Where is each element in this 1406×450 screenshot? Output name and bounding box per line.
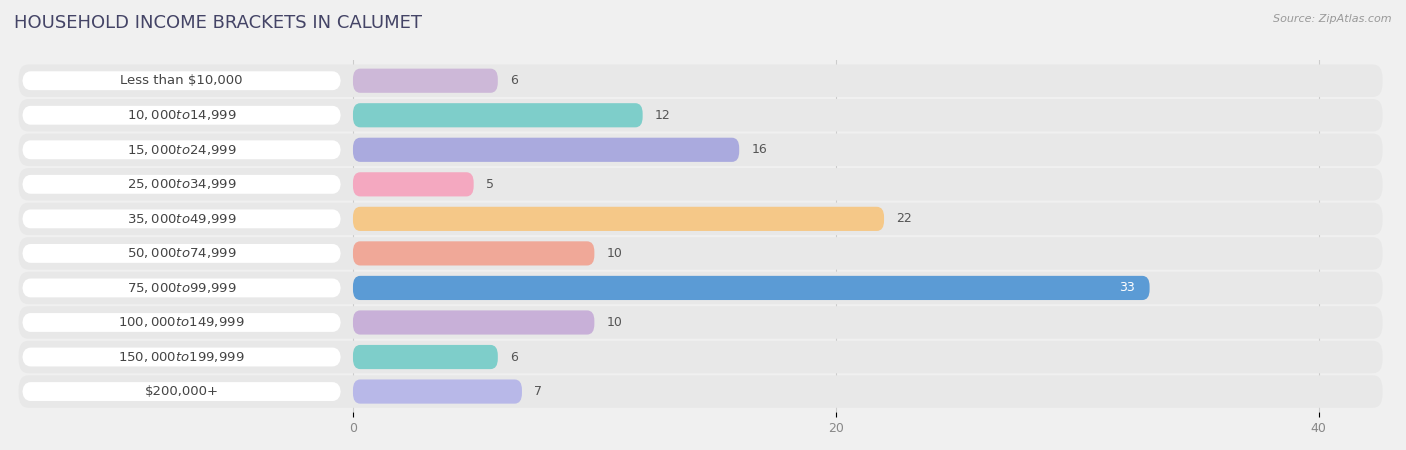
FancyBboxPatch shape (22, 347, 340, 366)
FancyBboxPatch shape (18, 64, 1382, 97)
Text: 6: 6 (510, 351, 517, 364)
FancyBboxPatch shape (22, 106, 340, 125)
Text: $10,000 to $14,999: $10,000 to $14,999 (127, 108, 236, 122)
FancyBboxPatch shape (18, 306, 1382, 339)
Text: 10: 10 (606, 247, 623, 260)
FancyBboxPatch shape (353, 103, 643, 127)
FancyBboxPatch shape (22, 175, 340, 194)
Text: $35,000 to $49,999: $35,000 to $49,999 (127, 212, 236, 226)
FancyBboxPatch shape (18, 237, 1382, 270)
FancyBboxPatch shape (18, 99, 1382, 131)
Text: $75,000 to $99,999: $75,000 to $99,999 (127, 281, 236, 295)
Text: 22: 22 (896, 212, 912, 225)
FancyBboxPatch shape (18, 168, 1382, 201)
Text: 16: 16 (751, 143, 768, 156)
Text: 10: 10 (606, 316, 623, 329)
FancyBboxPatch shape (18, 202, 1382, 235)
FancyBboxPatch shape (18, 341, 1382, 373)
Text: HOUSEHOLD INCOME BRACKETS IN CALUMET: HOUSEHOLD INCOME BRACKETS IN CALUMET (14, 14, 422, 32)
Text: $150,000 to $199,999: $150,000 to $199,999 (118, 350, 245, 364)
Text: $50,000 to $74,999: $50,000 to $74,999 (127, 247, 236, 261)
Text: $200,000+: $200,000+ (145, 385, 218, 398)
FancyBboxPatch shape (22, 279, 340, 297)
Text: Less than $10,000: Less than $10,000 (121, 74, 243, 87)
FancyBboxPatch shape (18, 134, 1382, 166)
Text: 6: 6 (510, 74, 517, 87)
FancyBboxPatch shape (353, 345, 498, 369)
FancyBboxPatch shape (353, 310, 595, 334)
FancyBboxPatch shape (353, 207, 884, 231)
FancyBboxPatch shape (22, 71, 340, 90)
Text: 12: 12 (655, 109, 671, 122)
Text: $25,000 to $34,999: $25,000 to $34,999 (127, 177, 236, 191)
FancyBboxPatch shape (22, 140, 340, 159)
Text: Source: ZipAtlas.com: Source: ZipAtlas.com (1274, 14, 1392, 23)
FancyBboxPatch shape (18, 272, 1382, 304)
FancyBboxPatch shape (22, 313, 340, 332)
FancyBboxPatch shape (353, 241, 595, 266)
Text: 5: 5 (485, 178, 494, 191)
Text: 33: 33 (1119, 281, 1135, 294)
Text: 7: 7 (534, 385, 543, 398)
FancyBboxPatch shape (22, 209, 340, 228)
Text: $15,000 to $24,999: $15,000 to $24,999 (127, 143, 236, 157)
FancyBboxPatch shape (353, 379, 522, 404)
FancyBboxPatch shape (353, 69, 498, 93)
FancyBboxPatch shape (353, 172, 474, 196)
FancyBboxPatch shape (22, 244, 340, 263)
Text: $100,000 to $149,999: $100,000 to $149,999 (118, 315, 245, 329)
FancyBboxPatch shape (18, 375, 1382, 408)
FancyBboxPatch shape (353, 138, 740, 162)
FancyBboxPatch shape (22, 382, 340, 401)
FancyBboxPatch shape (353, 276, 1150, 300)
